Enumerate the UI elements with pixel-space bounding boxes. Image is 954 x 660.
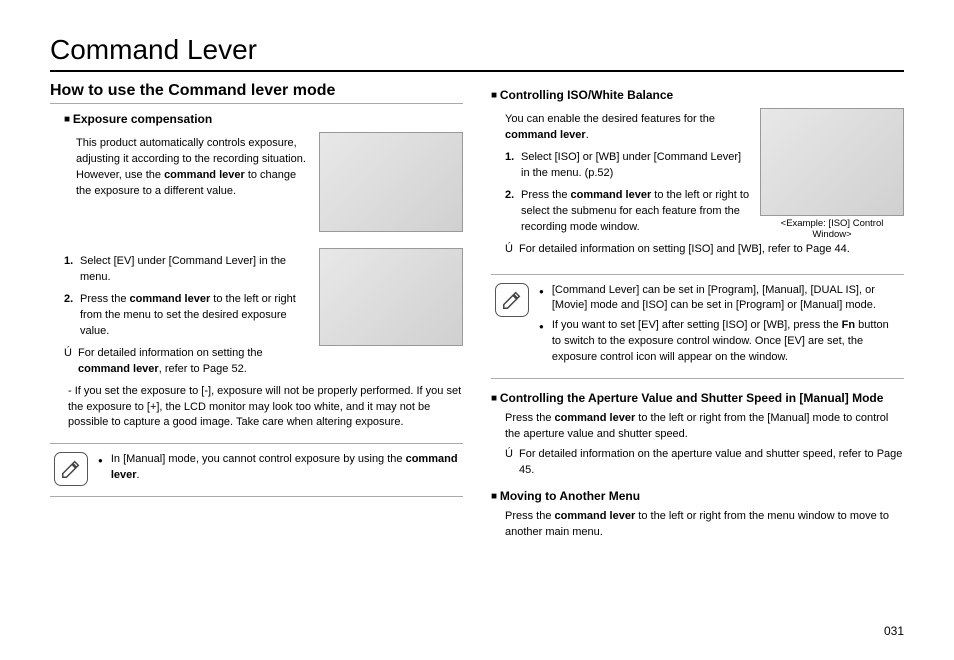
content-columns: How to use the Command lever mode Exposu…	[50, 82, 904, 545]
note-box: [Command Lever] can be set in [Program],…	[491, 274, 904, 380]
star-note: For detailed information on setting the …	[64, 346, 309, 378]
star-note: For detailed information on the aperture…	[505, 447, 904, 479]
section-heading-aperture: Controlling the Aperture Value and Shutt…	[491, 391, 904, 405]
steps-block: 1.Select [EV] under [Command Lever] in t…	[50, 248, 463, 382]
image-with-caption: <Example: [ISO] Control Window>	[760, 108, 904, 240]
moving-body: Press the command lever to the left or r…	[505, 509, 904, 541]
section-heading-moving: Moving to Another Menu	[491, 489, 904, 503]
dash-note: - If you set the exposure to [-], exposu…	[68, 384, 463, 432]
subheading: How to use the Command lever mode	[50, 82, 463, 104]
step-text: Select [ISO] or [WB] under [Command Leve…	[521, 150, 750, 182]
note-list: In [Manual] mode, you cannot control exp…	[98, 452, 459, 488]
manual-page: Command Lever How to use the Command lev…	[0, 0, 954, 660]
section-heading-exposure: Exposure compensation	[64, 112, 463, 126]
sample-left-image	[319, 248, 463, 346]
note-bullet: If you want to set [EV] after setting [I…	[539, 318, 900, 366]
note-bullet: [Command Lever] can be set in [Program],…	[539, 283, 900, 315]
iso-block: <Example: [ISO] Control Window> You can …	[491, 108, 904, 262]
list-item: 1.Select [ISO] or [WB] under [Command Le…	[505, 150, 750, 182]
camera-top-image	[319, 132, 463, 232]
page-number: 031	[884, 624, 904, 638]
step-text: Press the command lever to the left or r…	[80, 292, 309, 340]
page-title: Command Lever	[50, 34, 904, 72]
step-text: Press the command lever to the left or r…	[521, 188, 750, 236]
image-caption: <Example: [ISO] Control Window>	[760, 218, 904, 240]
note-bullet: In [Manual] mode, you cannot control exp…	[98, 452, 459, 484]
intro-block: This product automatically controls expo…	[50, 132, 463, 238]
note-list: [Command Lever] can be set in [Program],…	[539, 283, 900, 371]
note-box: In [Manual] mode, you cannot control exp…	[50, 443, 463, 497]
list-item: 2.Press the command lever to the left or…	[64, 292, 309, 340]
list-item: 1.Select [EV] under [Command Lever] in t…	[64, 254, 309, 286]
left-column: How to use the Command lever mode Exposu…	[50, 82, 463, 545]
sample-right-image	[760, 108, 904, 216]
step-text: Select [EV] under [Command Lever] in the…	[80, 254, 309, 286]
section-heading-iso: Controlling ISO/White Balance	[491, 88, 904, 102]
star-note: For detailed information on setting [ISO…	[505, 242, 904, 258]
aperture-body: Press the command lever to the left or r…	[505, 411, 904, 443]
list-item: 2.Press the command lever to the left or…	[505, 188, 750, 236]
pencil-icon	[54, 452, 88, 486]
right-column: Controlling ISO/White Balance <Example: …	[491, 82, 904, 545]
pencil-icon	[495, 283, 529, 317]
